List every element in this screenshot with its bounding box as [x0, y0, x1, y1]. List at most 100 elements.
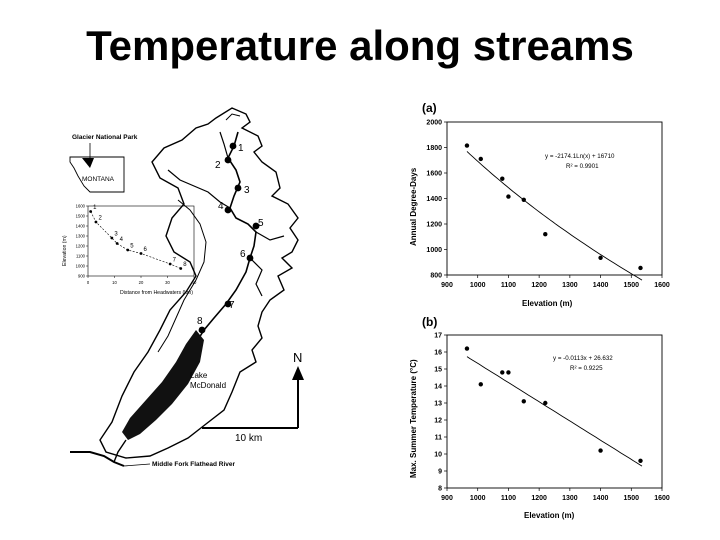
chart-b-data-point	[478, 382, 483, 387]
inset-y-tick-label: 1100	[76, 254, 86, 259]
outlet	[113, 439, 127, 463]
inset-point	[94, 220, 98, 224]
chart-a-y-tick-label: 1800	[426, 145, 442, 152]
chart-a-x-tick-label: 900	[441, 282, 453, 289]
chart-b-panel-label: (b)	[422, 315, 437, 329]
scale-label: 10 km	[235, 433, 262, 444]
park-location-marker	[82, 158, 94, 168]
chart-a-x-tick-label: 1600	[654, 282, 670, 289]
lake-mcdonald	[122, 330, 204, 440]
site-markers: 1 2 3 4 5 6 7 8	[197, 142, 264, 334]
site-marker	[229, 142, 237, 150]
chart-a-ylabel: Annual Degree-Days	[409, 167, 418, 246]
inset-y-tick-label: 1500	[76, 214, 86, 219]
lake-label-line-1: Lake	[190, 371, 208, 380]
site-marker	[224, 300, 232, 308]
state-label: MONTANA	[82, 176, 115, 183]
inset-x-tick-label: 30	[165, 280, 170, 285]
inset-point	[179, 267, 183, 270]
chart-b-xlabel: Elevation (m)	[524, 511, 575, 520]
inset-point	[89, 210, 93, 213]
river	[70, 451, 125, 467]
chart-b-data-point	[543, 400, 548, 406]
chart-a-r2: R² = 0.9901	[566, 163, 599, 170]
inset-ylabel: Elevation (m)	[62, 235, 68, 266]
site-marker	[198, 326, 206, 334]
chart-b-y-tick-label: 17	[434, 333, 442, 340]
chart-b-y-tick-label: 16	[434, 350, 442, 357]
chart-a-x-tick-label: 1100	[501, 282, 516, 289]
chart-a-x-tick-label: 1400	[593, 282, 609, 289]
site-label: 8	[197, 316, 203, 327]
chart-a-data-point	[598, 255, 603, 260]
site-label: 4	[218, 201, 224, 212]
site-label: 7	[229, 300, 235, 311]
chart-a-trend-line	[466, 151, 643, 281]
chart-b-data-point	[500, 370, 505, 375]
inset-x-tick-label: 40	[192, 280, 197, 285]
inset-y-tick-label: 1400	[76, 224, 86, 229]
site-marker	[224, 206, 232, 214]
inset-y-tick-label: 900	[78, 274, 86, 279]
inset-point	[115, 242, 119, 245]
chart-b-x-tick-label: 1600	[654, 495, 670, 502]
tributary-lower-east	[249, 257, 263, 297]
chart-b-y-tick-label: 13	[434, 401, 442, 408]
inset-profile-line	[90, 211, 181, 269]
chart-b-y-tick-label: 11	[435, 435, 443, 442]
inset-point-label: 8	[183, 262, 187, 268]
site-label: 3	[244, 185, 250, 196]
chart-a: (a) Annual Degree-Days Elevation (m) y =…	[409, 101, 670, 308]
chart-a-data-point	[464, 143, 470, 148]
chart-a-data-point	[506, 194, 511, 199]
inset-point-label: 2	[98, 216, 102, 222]
chart-a-x-tick-label: 1000	[470, 282, 486, 289]
chart-b-y-tick-label: 14	[434, 384, 442, 391]
inset-x-tick-label: 20	[139, 280, 144, 285]
chart-a-equation: y = -2174.1Ln(x) + 16710	[545, 153, 615, 160]
site-label: 2	[215, 160, 221, 171]
chart-a-x-tick-label: 1300	[562, 282, 578, 289]
site-marker	[224, 156, 232, 164]
inset-point-label: 3	[114, 232, 118, 238]
chart-b-data-point	[464, 346, 470, 351]
inset-point	[110, 236, 114, 240]
chart-a-y-tick-label: 2000	[426, 120, 442, 127]
inset-point-label: 5	[130, 244, 134, 250]
tributary-hook	[225, 113, 241, 121]
site-label: 5	[258, 218, 264, 229]
chart-b-ylabel: Max. Summer Temperature (°C)	[409, 359, 418, 478]
chart-b-x-tick-label: 1200	[531, 495, 547, 502]
site-marker	[252, 222, 260, 230]
chart-b-data-point	[506, 370, 511, 375]
inset-point	[168, 262, 172, 266]
chart-b-data-point	[638, 458, 643, 463]
chart-b-y-tick-label: 15	[434, 367, 442, 374]
chart-b-trend-line	[466, 356, 643, 467]
chart-b-data-point	[598, 448, 603, 453]
inset-point-label: 7	[173, 258, 177, 264]
chart-a-panel-label: (a)	[422, 101, 437, 115]
tributary-east	[255, 231, 285, 241]
chart-a-y-tick-label: 1200	[426, 222, 442, 229]
inset-x-tick-label: 0	[87, 280, 90, 285]
inset-frame	[87, 205, 195, 277]
lake-label-line-2: McDonald	[190, 381, 226, 390]
chart-a-data-point	[543, 232, 548, 237]
slide-title: Temperature along streams	[86, 22, 634, 69]
chart-b-x-tick-label: 1300	[562, 495, 578, 502]
chart-b-x-tick-label: 1400	[593, 495, 609, 502]
chart-a-y-tick-label: 800	[430, 273, 442, 280]
river-label-leader	[123, 463, 151, 467]
chart-b-equation: y = -0.0113x + 26.632	[553, 355, 613, 362]
chart-b-y-tick-label: 9	[438, 469, 442, 476]
watershed-outline	[99, 107, 299, 459]
north-arrow-head	[292, 366, 304, 380]
site-marker	[234, 184, 242, 192]
sub-basin-line	[157, 199, 207, 353]
chart-b-y-tick-label: 8	[438, 486, 442, 493]
site-label: 1	[238, 143, 244, 154]
inset-x-tick-label: 10	[112, 280, 117, 285]
